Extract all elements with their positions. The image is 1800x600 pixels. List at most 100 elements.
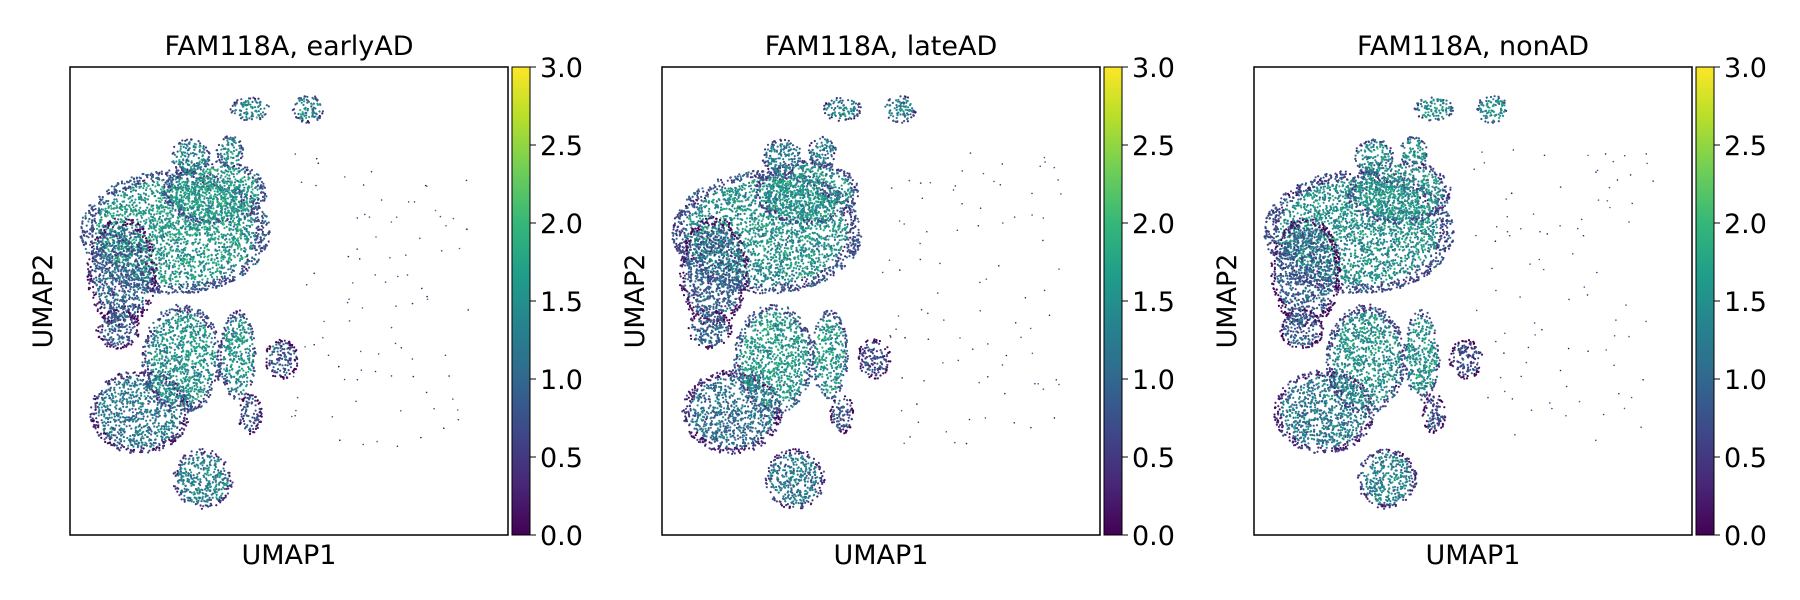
cell-point xyxy=(162,240,164,242)
cell-point xyxy=(230,212,232,214)
cell-point xyxy=(149,255,151,257)
cell-point xyxy=(148,277,150,279)
cell-point xyxy=(122,288,124,290)
cell-point xyxy=(231,245,233,247)
cell-point xyxy=(263,213,265,215)
cell-point xyxy=(107,203,109,205)
cell-point xyxy=(102,287,104,289)
cell-point xyxy=(180,188,182,190)
cell-point xyxy=(155,254,157,256)
cell-point xyxy=(175,409,177,411)
cell-point xyxy=(160,227,162,229)
cell-point xyxy=(220,191,222,193)
cell-point xyxy=(234,207,236,209)
cell-point xyxy=(229,246,231,248)
cell-point xyxy=(102,249,104,251)
cell-point xyxy=(140,409,142,411)
cell-point xyxy=(157,177,159,179)
cell-point xyxy=(91,219,93,221)
cell-point xyxy=(91,221,93,223)
cell-point xyxy=(220,202,222,204)
cell-point xyxy=(244,172,246,174)
cell-point xyxy=(166,253,168,255)
cell-point xyxy=(138,407,140,409)
cell-point xyxy=(170,286,172,288)
cell-point xyxy=(154,276,156,278)
cell-point xyxy=(137,249,139,251)
cell-point xyxy=(118,425,120,427)
cell-point xyxy=(94,270,96,272)
cell-point xyxy=(156,210,158,212)
cell-point xyxy=(203,269,205,271)
cell-point xyxy=(102,325,104,327)
cell-point xyxy=(163,263,165,265)
cell-point xyxy=(133,289,135,291)
cell-point xyxy=(260,250,262,252)
cell-point xyxy=(127,445,129,447)
cell-point xyxy=(235,243,237,245)
cell-point xyxy=(169,201,171,203)
cell-point xyxy=(179,183,181,185)
cell-point xyxy=(233,176,235,178)
cell-point xyxy=(134,233,136,235)
cell-point xyxy=(88,282,90,284)
cell-point xyxy=(145,219,147,221)
cell-point xyxy=(268,221,270,223)
cell-point xyxy=(86,225,88,227)
cell-point xyxy=(159,259,161,261)
cell-point xyxy=(192,260,194,262)
cell-point xyxy=(160,204,162,206)
cell-point xyxy=(240,180,242,182)
cell-point xyxy=(242,190,244,192)
cell-point xyxy=(209,239,211,241)
cell-point xyxy=(205,170,207,172)
cell-point xyxy=(89,271,91,273)
cell-point xyxy=(209,241,211,243)
cell-point xyxy=(128,416,130,418)
cell-point xyxy=(150,283,152,285)
cell-point xyxy=(239,233,241,235)
cell-point xyxy=(113,212,115,214)
cell-point xyxy=(121,233,123,235)
cell-point xyxy=(90,278,92,280)
cell-point xyxy=(95,406,97,408)
cell-point xyxy=(156,181,158,183)
cell-point xyxy=(143,211,145,213)
cell-point xyxy=(260,186,262,188)
cell-point xyxy=(126,275,128,277)
cell-point xyxy=(153,214,155,216)
cell-point xyxy=(159,201,161,203)
cell-point xyxy=(224,176,226,178)
cell-point xyxy=(188,197,190,199)
cell-point xyxy=(88,218,90,220)
cell-point xyxy=(178,210,180,212)
cell-point xyxy=(207,220,209,222)
cell-point xyxy=(108,211,110,213)
cell-point xyxy=(251,200,253,202)
cell-point xyxy=(212,267,214,269)
cell-point xyxy=(118,335,120,337)
cell-point xyxy=(156,240,158,242)
cell-point xyxy=(158,257,160,259)
cell-point xyxy=(224,239,226,241)
cell-point xyxy=(105,241,107,243)
cell-point xyxy=(98,202,100,204)
cell-point xyxy=(177,254,179,256)
cell-point xyxy=(170,274,172,276)
cell-point xyxy=(115,309,117,311)
cell-point xyxy=(253,219,255,221)
cell-point xyxy=(263,238,265,240)
cell-point xyxy=(117,330,119,332)
cell-point xyxy=(126,425,128,427)
cell-point xyxy=(144,223,146,225)
cell-point xyxy=(116,316,118,318)
cell-point xyxy=(261,220,263,222)
cell-point xyxy=(207,177,209,179)
cell-point xyxy=(203,228,205,230)
cell-point xyxy=(185,281,187,283)
cell-point xyxy=(203,198,205,200)
cell-point xyxy=(119,279,121,281)
cell-point xyxy=(185,203,187,205)
cell-point xyxy=(99,196,101,198)
cell-point xyxy=(254,258,256,260)
